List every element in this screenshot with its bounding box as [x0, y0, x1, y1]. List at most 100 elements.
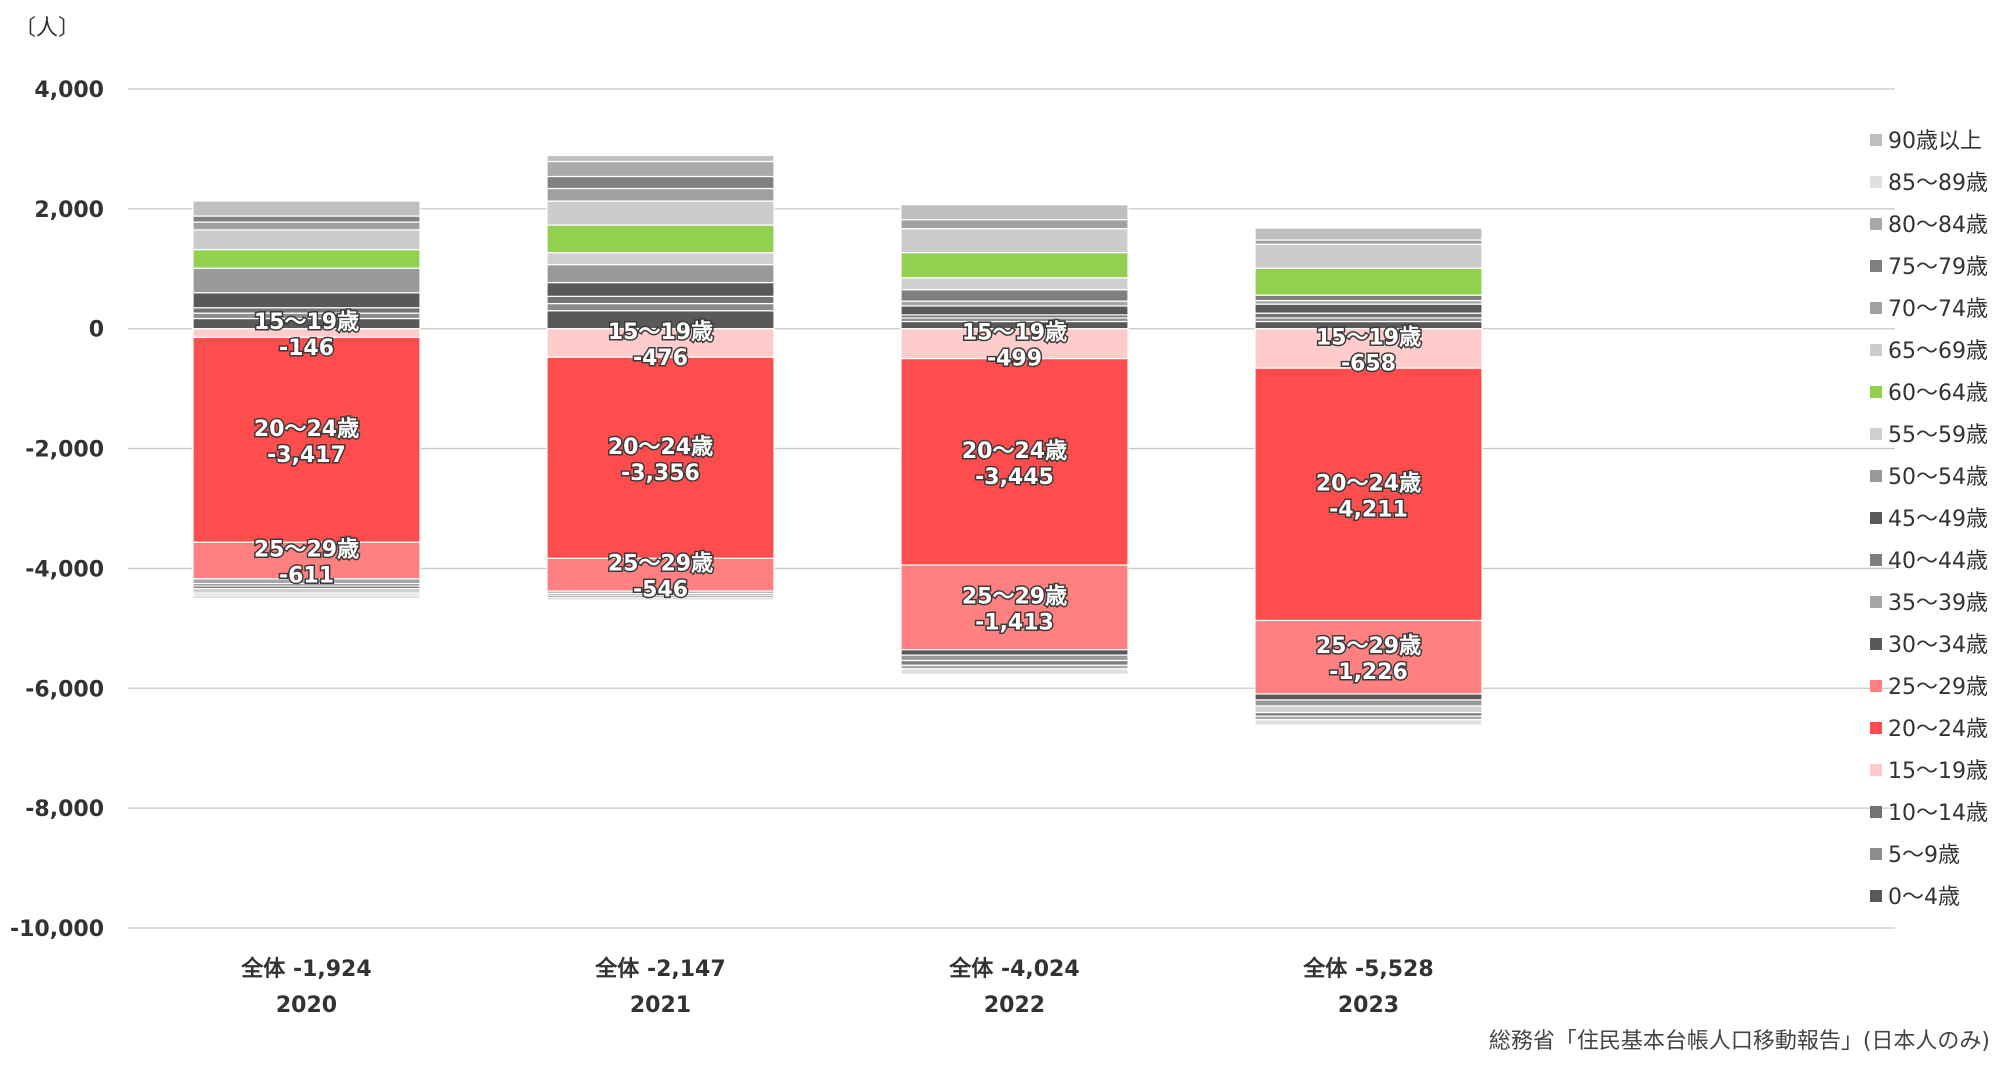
bar-segment — [900, 277, 1129, 291]
bar-segment — [192, 215, 421, 223]
segment-label-value: -546 — [633, 578, 688, 603]
segment-label-value: -658 — [1341, 351, 1396, 376]
legend-label: 5～9歳 — [1888, 843, 1960, 868]
legend-swatch — [1870, 890, 1882, 902]
x-category-year-label: 2020 — [276, 993, 337, 1018]
bar-segment — [900, 204, 1129, 221]
segment-label-name: 15～19歳 — [962, 321, 1067, 346]
x-category-total-label: 全体 -2,147 — [594, 956, 725, 982]
y-axis-unit-label: 〔人〕 — [14, 16, 81, 41]
y-tick-label: 4,000 — [34, 78, 104, 103]
segment-label-value: -146 — [279, 336, 334, 361]
source-note: 総務省「住民基本台帳人口移動報告」(日本人のみ) — [1488, 1029, 1990, 1054]
segment-label-name: 15～19歳 — [254, 310, 359, 335]
bar-segment — [1254, 693, 1483, 701]
legend-swatch — [1870, 428, 1882, 440]
bar-segment — [546, 224, 775, 254]
segment-label-name: 25～29歳 — [608, 552, 713, 577]
bar-segment — [1254, 719, 1483, 726]
bar-segment — [192, 336, 421, 543]
legend-label: 20～24歳 — [1888, 717, 1988, 742]
legend-swatch — [1870, 764, 1882, 776]
bar-segment — [900, 252, 1129, 279]
bar-segment — [546, 175, 775, 190]
bar-segment — [1254, 312, 1483, 319]
bar-segment — [546, 154, 775, 163]
bar-segment — [900, 289, 1129, 302]
segment-label-value: -611 — [279, 564, 334, 589]
legend-label: 0～4歳 — [1888, 885, 1960, 910]
segment-label-value: -499 — [987, 347, 1042, 372]
bar-segment — [1254, 328, 1483, 369]
legend-label: 10～14歳 — [1888, 801, 1988, 826]
legend-label: 45～49歳 — [1888, 507, 1988, 532]
bar-segment — [900, 358, 1129, 566]
legend-label: 70～74歳 — [1888, 297, 1988, 322]
segment-label-value: -1,226 — [1329, 660, 1408, 685]
bar-segment — [900, 328, 1129, 360]
legend-swatch — [1870, 302, 1882, 314]
x-category-total-label: 全体 -5,528 — [1302, 956, 1433, 982]
bar-segment — [192, 594, 421, 600]
bar-segment — [1254, 243, 1483, 269]
y-tick-label: 2,000 — [34, 198, 104, 223]
legend-label: 55～59歳 — [1888, 423, 1988, 448]
bar-segment — [900, 654, 1129, 662]
legend-swatch — [1870, 344, 1882, 356]
bar-segment — [546, 295, 775, 305]
bar-segment — [1254, 227, 1483, 241]
legend-swatch — [1870, 680, 1882, 692]
legend-swatch — [1870, 260, 1882, 272]
legend-swatch — [1870, 848, 1882, 860]
bar-segment — [546, 596, 775, 601]
bar-segment — [546, 200, 775, 226]
legend-label: 35～39歳 — [1888, 591, 1988, 616]
legend-swatch — [1870, 134, 1882, 146]
legend-swatch — [1870, 638, 1882, 650]
legend-swatch — [1870, 554, 1882, 566]
bar-segment — [1254, 619, 1483, 695]
bar-segment — [546, 356, 775, 559]
segment-label-name: 20～24歳 — [962, 439, 1067, 464]
bar-segment — [900, 219, 1129, 230]
bar-segment — [192, 267, 421, 294]
legend-label: 85～89歳 — [1888, 171, 1988, 196]
bar-segment — [1254, 267, 1483, 296]
segment-label-value: -3,356 — [621, 461, 700, 486]
legend-label: 30～34歳 — [1888, 633, 1988, 658]
x-category-year-label: 2023 — [1338, 993, 1399, 1018]
legend-label: 15～19歳 — [1888, 759, 1988, 784]
segment-label-name: 15～19歳 — [1316, 325, 1421, 350]
y-tick-label: 0 — [89, 318, 104, 343]
legend-swatch — [1870, 512, 1882, 524]
bar-segment — [546, 302, 775, 312]
bar-segment — [192, 200, 421, 217]
x-category-total-label: 全体 -1,924 — [240, 956, 371, 982]
bar-segment — [900, 300, 1129, 307]
segment-label-name: 20～24歳 — [608, 435, 713, 460]
bar-segment — [900, 659, 1129, 666]
x-category-year-label: 2022 — [984, 993, 1045, 1018]
segment-label-value: -3,417 — [267, 443, 346, 468]
bar-segment — [546, 252, 775, 266]
bar-segment — [1254, 294, 1483, 302]
bar-segment — [192, 587, 421, 594]
bar-segment — [546, 281, 775, 297]
legend-label: 60～64歳 — [1888, 381, 1988, 406]
segment-label-name: 25～29歳 — [962, 584, 1067, 609]
segment-label-name: 15～19歳 — [608, 320, 713, 345]
legend-label: 25～29歳 — [1888, 675, 1988, 700]
bar-segment — [900, 305, 1129, 316]
y-tick-label: -4,000 — [25, 557, 104, 582]
bar-segment — [1254, 699, 1483, 707]
legend-label: 75～79歳 — [1888, 255, 1988, 280]
bar-segment — [192, 221, 421, 231]
x-category-year-label: 2021 — [630, 993, 691, 1018]
legend-label: 40～44歳 — [1888, 549, 1988, 574]
legend-swatch — [1870, 176, 1882, 188]
legend-swatch — [1870, 596, 1882, 608]
segment-label-name: 20～24歳 — [1316, 471, 1421, 496]
legend-label: 90歳以上 — [1888, 129, 1982, 154]
legend-label: 65～69歳 — [1888, 339, 1988, 364]
